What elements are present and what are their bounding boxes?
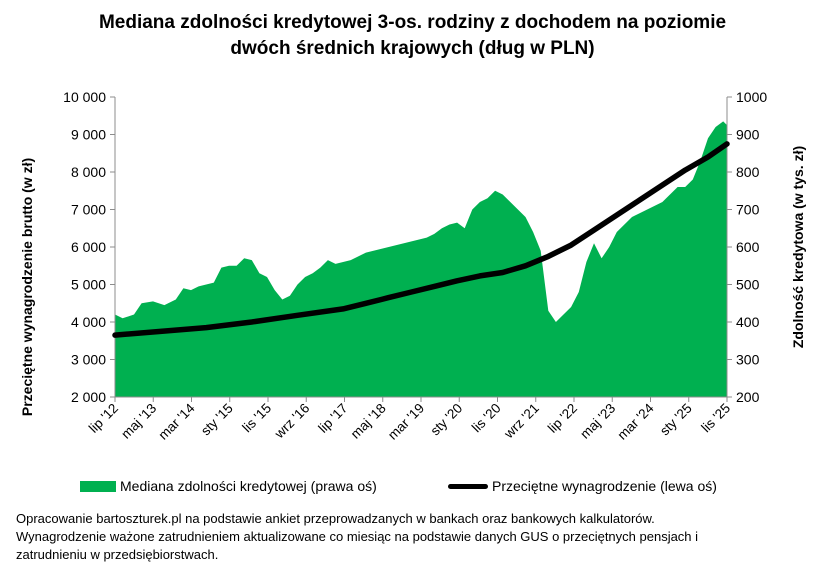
x-tick-label: wrz '21 — [501, 401, 542, 442]
y-right-tick-label: 300 — [736, 352, 760, 368]
chart-title-line1: Mediana zdolności kredytowej 3-os. rodzi… — [98, 12, 727, 33]
series-area-capacity — [115, 121, 727, 398]
source-note-line1: Opracowanie bartoszturek.pl na podstawie… — [16, 511, 655, 526]
y-left-tick-label: 8 000 — [71, 164, 106, 180]
legend-label-salary: Przeciętne wynagrodzenie (lewa oś) — [492, 478, 717, 494]
y-right-axis-title: Zdolność kredytowa (w tys. zł) — [790, 146, 806, 348]
y-left-axis-title: Przeciętne wynagrodzenie brutto (w zł) — [19, 158, 35, 416]
x-tick-label: lis '20 — [469, 401, 504, 436]
legend-item-salary: Przeciętne wynagrodzenie (lewa oś) — [448, 478, 717, 494]
y-left-tick-label: 6 000 — [71, 239, 106, 255]
x-tick-label: lip '17 — [315, 401, 350, 436]
y-right-tick-label: 600 — [736, 239, 760, 255]
x-tick-label: maj '23 — [577, 401, 618, 442]
x-tick-label: sty '20 — [427, 401, 465, 439]
x-tick-label: maj '18 — [348, 401, 389, 442]
chart-title: Mediana zdolności kredytowej 3-os. rodzi… — [0, 10, 825, 62]
series-line-salary — [112, 141, 730, 338]
x-tick-label: lis '25 — [698, 401, 733, 436]
x-tick-label: mar '19 — [385, 401, 427, 443]
legend-swatch-area — [80, 480, 116, 492]
legend-swatch-line — [448, 483, 488, 489]
y-left-tick-label: 9 000 — [71, 127, 106, 143]
x-tick-label: sty '15 — [198, 401, 236, 439]
x-tick-label: mar '14 — [155, 400, 197, 442]
y-left-tick-label: 10 000 — [63, 89, 106, 105]
y-left-tick-label: 2 000 — [71, 389, 106, 405]
y-left-tick-label: 7 000 — [71, 202, 106, 218]
x-tick-label: lip '12 — [86, 401, 121, 436]
y-right-tick-label: 800 — [736, 164, 760, 180]
x-tick-label: lip '22 — [545, 401, 580, 436]
y-right-tick-label: 700 — [736, 202, 760, 218]
x-tick-label: maj '13 — [118, 401, 159, 442]
x-tick-label: sty '25 — [657, 401, 695, 439]
y-left-tick-label: 5 000 — [71, 277, 106, 293]
y-left-tick-label: 4 000 — [71, 314, 106, 330]
legend: Mediana zdolności kredytowej (prawa oś) … — [0, 478, 825, 498]
chart-canvas: 2 000 3 000 4 000 5 000 6 000 7 000 8 000 9 000… — [19, 89, 806, 443]
y-right-tick-label: 400 — [736, 314, 760, 330]
source-note: Opracowanie bartoszturek.pl na podstawie… — [16, 510, 806, 564]
chart-title-line2: dwóch średnich krajowych (dług w PLN) — [230, 38, 595, 59]
source-note-line2: Wynagrodzenie ważone zatrudnieniem aktua… — [16, 529, 699, 544]
y-right-tick-label: 1000 — [736, 89, 767, 105]
y-left-tick-label: 3 000 — [71, 352, 106, 368]
legend-label-capacity: Mediana zdolności kredytowej (prawa oś) — [120, 478, 377, 494]
y-right-tick-label: 200 — [736, 389, 760, 405]
y-right-tick-label: 900 — [736, 127, 760, 143]
x-tick-label: lis '15 — [239, 401, 274, 436]
y-right-tick-label: 500 — [736, 277, 760, 293]
x-tick-label: wrz '16 — [271, 401, 312, 442]
legend-item-capacity: Mediana zdolności kredytowej (prawa oś) — [80, 478, 377, 494]
x-tick-label: mar '24 — [614, 400, 656, 442]
source-note-line3: zatrudnieniu w przedsiębiorstwach. — [16, 547, 219, 562]
